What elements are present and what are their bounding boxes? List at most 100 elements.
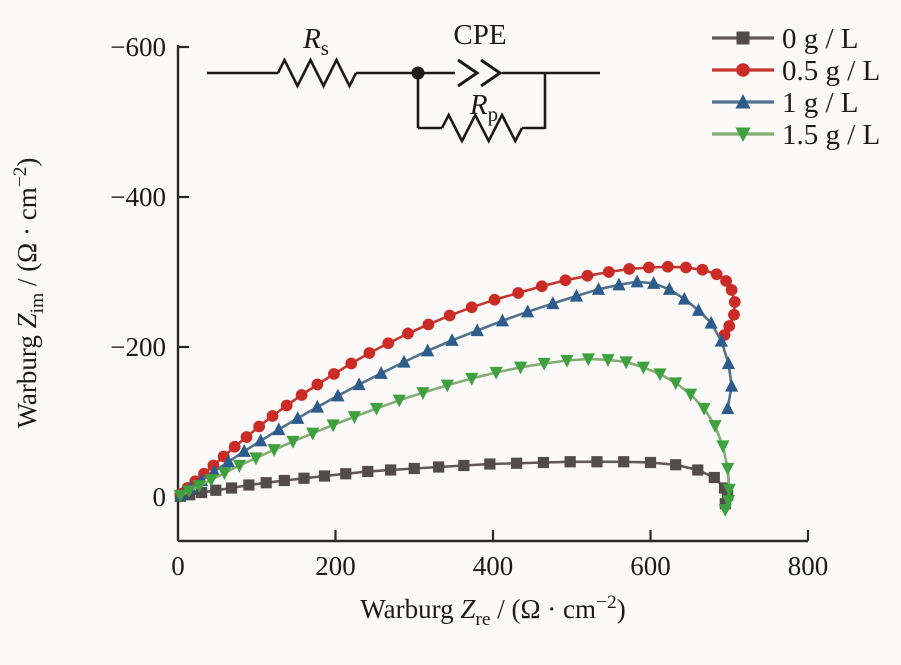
data-point-marker <box>716 440 730 454</box>
data-point-marker <box>535 280 548 293</box>
data-point-marker <box>612 277 626 291</box>
data-point-marker <box>440 379 454 393</box>
legend-label: 0 g / L <box>782 23 859 55</box>
data-point-marker <box>722 483 736 497</box>
data-point-marker <box>636 361 651 375</box>
data-point-marker <box>249 452 263 466</box>
data-point-marker <box>445 333 459 346</box>
data-point-marker <box>422 318 435 331</box>
data-point-marker <box>207 464 221 478</box>
data-point-marker <box>680 261 692 274</box>
data-point-marker <box>495 313 510 327</box>
series-1.5gL <box>173 353 736 517</box>
data-point-marker <box>306 427 320 441</box>
data-point-marker <box>728 308 740 321</box>
y-tick-label: −200 <box>110 332 166 362</box>
data-point-marker <box>280 399 293 412</box>
data-point-marker <box>721 356 736 370</box>
data-point-marker <box>647 276 661 289</box>
data-point-marker <box>559 274 572 287</box>
data-point-marker <box>692 464 704 476</box>
legend-marker <box>736 31 750 45</box>
data-point-marker <box>484 458 496 470</box>
x-tick-label: 0 <box>171 551 185 581</box>
data-point-marker <box>488 293 501 306</box>
data-point-marker <box>661 260 674 273</box>
legend-label: 0.5 g / L <box>782 55 880 87</box>
data-point-marker <box>318 470 331 482</box>
data-point-marker <box>363 347 376 359</box>
data-point-marker <box>725 378 739 392</box>
data-point-marker <box>669 377 683 391</box>
data-point-marker <box>347 411 361 424</box>
rp-label: Rp <box>469 89 498 126</box>
data-point-marker <box>725 284 738 296</box>
data-point-marker <box>721 401 735 415</box>
data-point-marker <box>340 468 352 480</box>
data-point-marker <box>328 368 340 380</box>
axes: 0 200 400 600 800 0 −200 −400 −600 Warburg Zre / … <box>10 32 828 630</box>
data-point-marker <box>345 357 358 370</box>
data-point-marker <box>696 263 709 276</box>
data-point-marker <box>465 372 479 386</box>
data-point-marker <box>708 420 722 433</box>
data-point-marker <box>512 287 525 299</box>
legend: 0 g / L0.5 g / L1 g / L1.5 g / L <box>712 23 880 151</box>
data-point-marker <box>260 477 272 489</box>
data-point-marker <box>362 465 374 478</box>
x-tick-label: 200 <box>315 551 356 581</box>
data-point-marker <box>397 354 411 368</box>
data-point-marker <box>618 456 630 468</box>
data-point-marker <box>382 337 395 350</box>
data-point-marker <box>331 388 345 402</box>
data-point-marker <box>286 435 300 449</box>
y-tick-label: −400 <box>110 182 166 212</box>
data-point-marker <box>374 366 388 379</box>
data-point-marker <box>291 411 305 424</box>
data-point-marker <box>546 296 560 310</box>
data-point-marker <box>204 474 218 487</box>
data-point-marker <box>173 489 187 503</box>
data-point-marker <box>537 357 551 371</box>
series-0.5gL <box>174 260 741 500</box>
x-axis-title: Warburg Zre / (Ω · cm−2) <box>360 592 625 630</box>
legend-item: 0.5 g / L <box>712 55 880 87</box>
data-point-marker <box>489 366 503 380</box>
data-point-marker <box>670 459 682 471</box>
data-point-marker <box>691 303 706 316</box>
data-point-marker <box>581 353 595 367</box>
data-point-marker <box>718 482 731 494</box>
data-point-marker <box>385 464 397 476</box>
data-point-marker <box>569 288 584 302</box>
x-tick-label: 400 <box>473 551 514 581</box>
legend-marker <box>735 94 751 109</box>
cpe-symbol <box>457 58 480 88</box>
data-point-marker <box>458 459 470 472</box>
data-point-marker <box>217 467 232 481</box>
data-point-marker <box>326 419 340 433</box>
data-point-marker <box>228 440 241 453</box>
data-point-marker <box>196 486 208 499</box>
data-point-marker <box>443 309 456 322</box>
legend-item: 0 g / L <box>712 23 859 55</box>
series-0gL <box>174 456 734 510</box>
data-point-marker <box>416 387 430 400</box>
data-point-marker <box>182 485 196 499</box>
data-point-marker <box>392 394 406 408</box>
data-point-marker <box>684 388 698 402</box>
data-point-marker <box>719 498 731 510</box>
data-point-marker <box>465 301 478 314</box>
data-point-marker <box>408 462 420 475</box>
data-point-marker <box>225 482 238 494</box>
data-point-marker <box>298 472 310 484</box>
data-point-marker <box>232 459 247 473</box>
data-point-marker <box>677 291 691 305</box>
legend-item: 1 g / L <box>712 87 859 119</box>
data-point-marker <box>369 402 384 416</box>
data-point-marker <box>721 495 736 508</box>
data-point-marker <box>714 333 728 347</box>
data-point-marker <box>623 263 636 275</box>
data-point-marker <box>240 431 253 443</box>
data-point-marker <box>662 282 676 295</box>
